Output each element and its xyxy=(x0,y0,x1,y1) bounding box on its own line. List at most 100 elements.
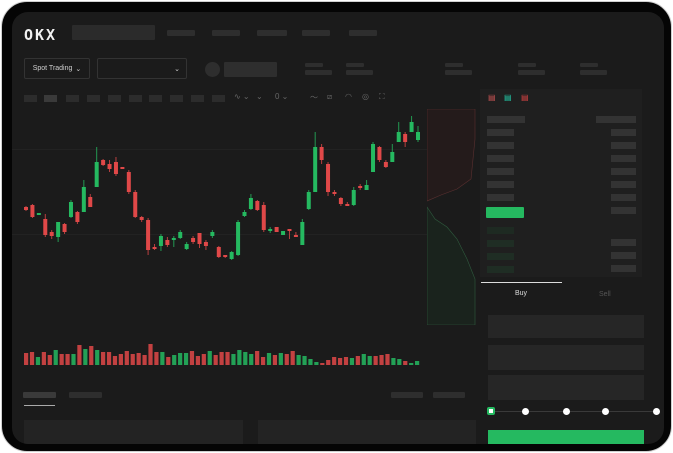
candle-body xyxy=(261,205,266,230)
indicator-icon[interactable]: ∿ ⌄ xyxy=(234,92,250,101)
ask-row[interactable] xyxy=(487,168,514,175)
target-icon[interactable]: ◎ xyxy=(362,92,369,101)
bid-row[interactable] xyxy=(487,266,514,273)
stat-value xyxy=(518,70,545,75)
volume-bar xyxy=(213,355,218,365)
timeframe-button[interactable] xyxy=(66,95,79,102)
slider-handle[interactable] xyxy=(487,407,495,415)
candle-body xyxy=(390,152,395,162)
nav-item[interactable] xyxy=(167,30,195,36)
ask-row[interactable] xyxy=(487,181,514,188)
timeframe-button[interactable] xyxy=(170,95,183,102)
candle-body xyxy=(364,185,369,190)
amount-cell xyxy=(611,181,636,188)
candle-body xyxy=(62,224,67,232)
fullscreen-icon[interactable]: ⛶ xyxy=(379,92,385,101)
timeframe-button[interactable] xyxy=(108,95,121,102)
bid-row[interactable] xyxy=(487,227,514,234)
candle-body xyxy=(274,227,279,232)
volume-bar xyxy=(183,353,189,365)
amount-input[interactable] xyxy=(488,345,644,370)
time-icon[interactable]: 0 ⌄ xyxy=(275,92,289,101)
volume-bar xyxy=(337,358,343,365)
ask-row[interactable] xyxy=(487,129,514,136)
bid-row[interactable] xyxy=(487,253,514,260)
slider-step[interactable] xyxy=(563,408,570,415)
pair-selector[interactable]: ⌄ xyxy=(97,58,187,79)
volume-bar xyxy=(367,356,372,365)
candle-body xyxy=(223,255,228,257)
volume-bar xyxy=(41,352,46,365)
stat-value xyxy=(445,70,472,75)
chevron-down-icon: ⌄ xyxy=(174,65,180,73)
filter-button[interactable] xyxy=(433,392,465,398)
candle-body xyxy=(197,233,202,244)
slider-step[interactable] xyxy=(522,408,529,415)
volume-bar xyxy=(24,353,29,365)
tab-order-history[interactable] xyxy=(69,392,102,398)
tab-sell[interactable]: Sell xyxy=(599,291,611,298)
buy-submit-button[interactable] xyxy=(488,430,644,444)
volume-bar xyxy=(29,352,35,365)
chart-type-icon[interactable]: ⌄ xyxy=(256,92,263,101)
total-input[interactable] xyxy=(488,375,644,400)
timeframe-button[interactable] xyxy=(191,95,204,102)
candle-body xyxy=(203,242,208,246)
bid-row[interactable] xyxy=(487,240,514,247)
slider-step[interactable] xyxy=(602,408,609,415)
volume-bar xyxy=(278,353,283,365)
volume-bar xyxy=(77,345,82,365)
tab-buy[interactable]: Buy xyxy=(515,290,528,297)
nav-item[interactable] xyxy=(349,30,377,36)
timeframe-button[interactable] xyxy=(149,95,162,102)
nav-item[interactable] xyxy=(212,30,240,36)
candle-body xyxy=(248,198,253,209)
volume-bar xyxy=(361,354,366,365)
orderbook-bids-icon[interactable]: ▤ xyxy=(504,93,512,102)
nav-item[interactable] xyxy=(302,30,330,36)
candle-body xyxy=(68,202,73,217)
timeframe-button[interactable] xyxy=(87,95,100,102)
volume-bar xyxy=(166,357,171,365)
candle-body xyxy=(416,132,420,140)
price-input[interactable] xyxy=(488,315,644,338)
timeframe-button-active[interactable] xyxy=(44,95,57,102)
volume-bar xyxy=(332,357,337,365)
candle-body xyxy=(383,162,388,167)
orderbook-header xyxy=(596,116,636,123)
candle-body xyxy=(371,144,376,172)
ask-row[interactable] xyxy=(487,142,514,149)
gauge-icon[interactable]: ◠ xyxy=(345,92,352,101)
slider-track[interactable] xyxy=(492,411,658,412)
candlestick-chart[interactable] xyxy=(17,112,427,372)
stat-label xyxy=(580,63,598,67)
line-tool-icon[interactable]: 〜 xyxy=(310,93,318,102)
filter-button[interactable] xyxy=(391,392,423,398)
orderbook-asks-icon[interactable]: ▤ xyxy=(521,93,529,102)
timeframe-button[interactable] xyxy=(24,95,37,102)
spot-trading-dropdown[interactable]: Spot Trading ⌄ xyxy=(24,58,90,79)
volume-bar xyxy=(379,355,384,365)
ask-row[interactable] xyxy=(487,155,514,162)
candle-body xyxy=(326,164,331,192)
ask-row[interactable] xyxy=(487,194,514,201)
pencil-icon[interactable]: ⧄ xyxy=(327,92,333,101)
candle-body xyxy=(171,238,176,240)
candle-body xyxy=(146,220,151,250)
volume-bar xyxy=(403,361,408,365)
volume-bar xyxy=(172,355,177,365)
okx-logo[interactable]: OKX xyxy=(24,26,58,44)
candle-body xyxy=(88,197,93,207)
volume-bar xyxy=(391,358,396,365)
amount-cell xyxy=(611,239,636,246)
timeframe-button[interactable] xyxy=(212,95,225,102)
slider-step[interactable] xyxy=(653,408,660,415)
volume-bar xyxy=(284,354,289,365)
orderbook-both-icon[interactable]: ▤ xyxy=(488,93,496,102)
nav-item[interactable] xyxy=(257,30,287,36)
tab-open-orders[interactable] xyxy=(23,392,56,398)
timeframe-button[interactable] xyxy=(129,95,142,102)
candle-body xyxy=(49,232,54,236)
search-bar[interactable] xyxy=(72,25,155,40)
